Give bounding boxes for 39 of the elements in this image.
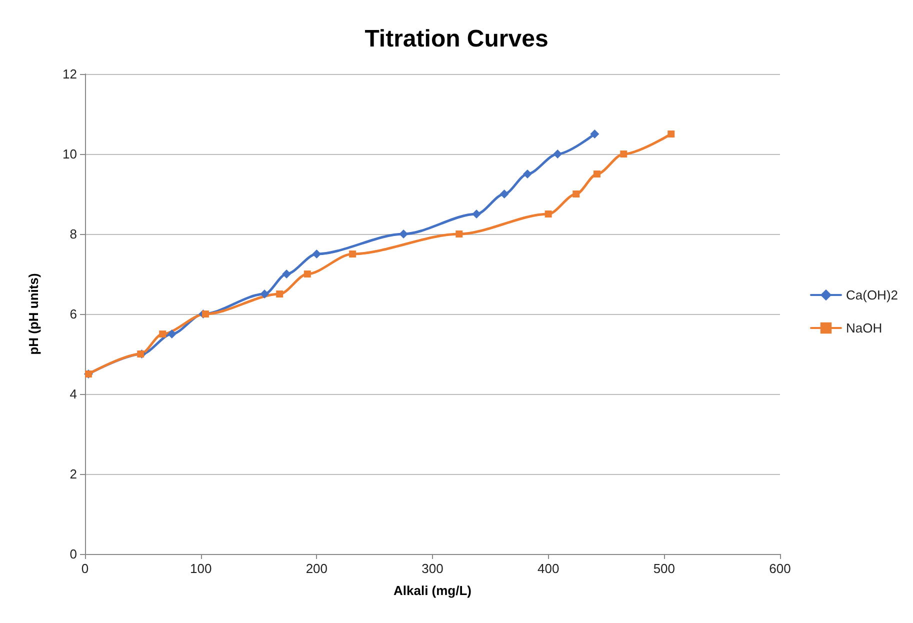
- x-tick-label: 400: [537, 561, 560, 576]
- y-tick-label: 0: [70, 546, 77, 562]
- point: [167, 330, 176, 338]
- point: [590, 130, 600, 138]
- y-tick-label: 8: [70, 226, 77, 242]
- point: [572, 190, 580, 198]
- point: [312, 250, 322, 258]
- y-tick-label: 2: [70, 466, 77, 482]
- y-tick-label: 12: [62, 66, 77, 82]
- chart-title: Titration Curves: [364, 26, 548, 52]
- point: [276, 290, 284, 298]
- legend-label: NaOH: [846, 320, 882, 336]
- point: [202, 310, 209, 318]
- legend-label: Ca(OH)2: [846, 288, 898, 302]
- x-tick-label: 100: [190, 561, 212, 576]
- y-tick-label: 4: [70, 386, 77, 402]
- point: [282, 270, 292, 278]
- x-tick-label: 200: [306, 561, 328, 576]
- y-tick-label: 6: [70, 306, 77, 322]
- y-tick-label: 10: [62, 146, 77, 162]
- x-tick-label: 0: [81, 561, 89, 576]
- point: [620, 150, 628, 158]
- point: [349, 250, 356, 258]
- y-axis-title: pH (pH units): [26, 273, 41, 355]
- point: [593, 170, 600, 178]
- x-tick-label: 300: [422, 561, 444, 576]
- point: [472, 210, 482, 218]
- point: [304, 270, 311, 278]
- point: [522, 170, 532, 178]
- point: [260, 290, 270, 298]
- point: [456, 230, 463, 238]
- point: [544, 210, 552, 218]
- point: [553, 150, 562, 158]
- x-axis-title: Alkali (mg/L): [393, 583, 472, 598]
- point: [159, 330, 166, 338]
- point: [500, 190, 509, 198]
- x-tick-label: 600: [769, 561, 791, 576]
- x-tick-label: 500: [653, 561, 676, 576]
- point: [668, 130, 675, 138]
